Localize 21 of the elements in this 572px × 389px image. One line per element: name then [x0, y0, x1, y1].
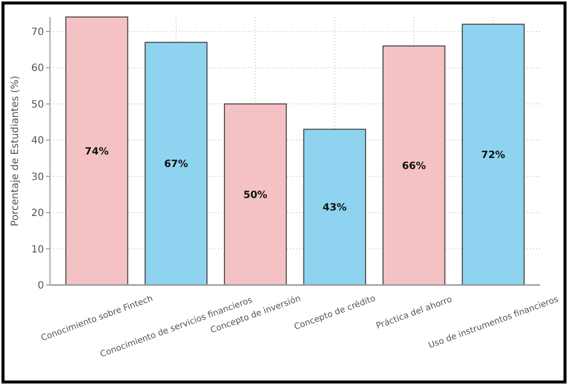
y-tick-label: 30 [31, 172, 44, 183]
y-tick-label: 40 [31, 136, 44, 147]
bar [65, 16, 128, 286]
y-tick-label: 60 [31, 63, 44, 74]
y-tick-label: 0 [38, 280, 44, 292]
data-label: 67% [164, 159, 188, 170]
data-label: 72% [481, 150, 506, 162]
y-tick-label: 10 [31, 244, 44, 256]
bar [303, 128, 366, 286]
bar [144, 42, 208, 286]
data-label: 74% [84, 146, 109, 158]
y-tick-label: 50 [31, 99, 44, 110]
data-label: 66% [402, 160, 426, 172]
bar [462, 24, 525, 286]
y-tick-label: 70 [31, 26, 44, 38]
bar [224, 103, 287, 286]
bar [382, 45, 446, 286]
data-label: 50% [243, 190, 268, 201]
y-tick-label: 20 [31, 208, 44, 220]
y-axis-title: Porcentaje de Estudiantes (%) [10, 76, 21, 226]
data-label: 43% [322, 202, 347, 214]
